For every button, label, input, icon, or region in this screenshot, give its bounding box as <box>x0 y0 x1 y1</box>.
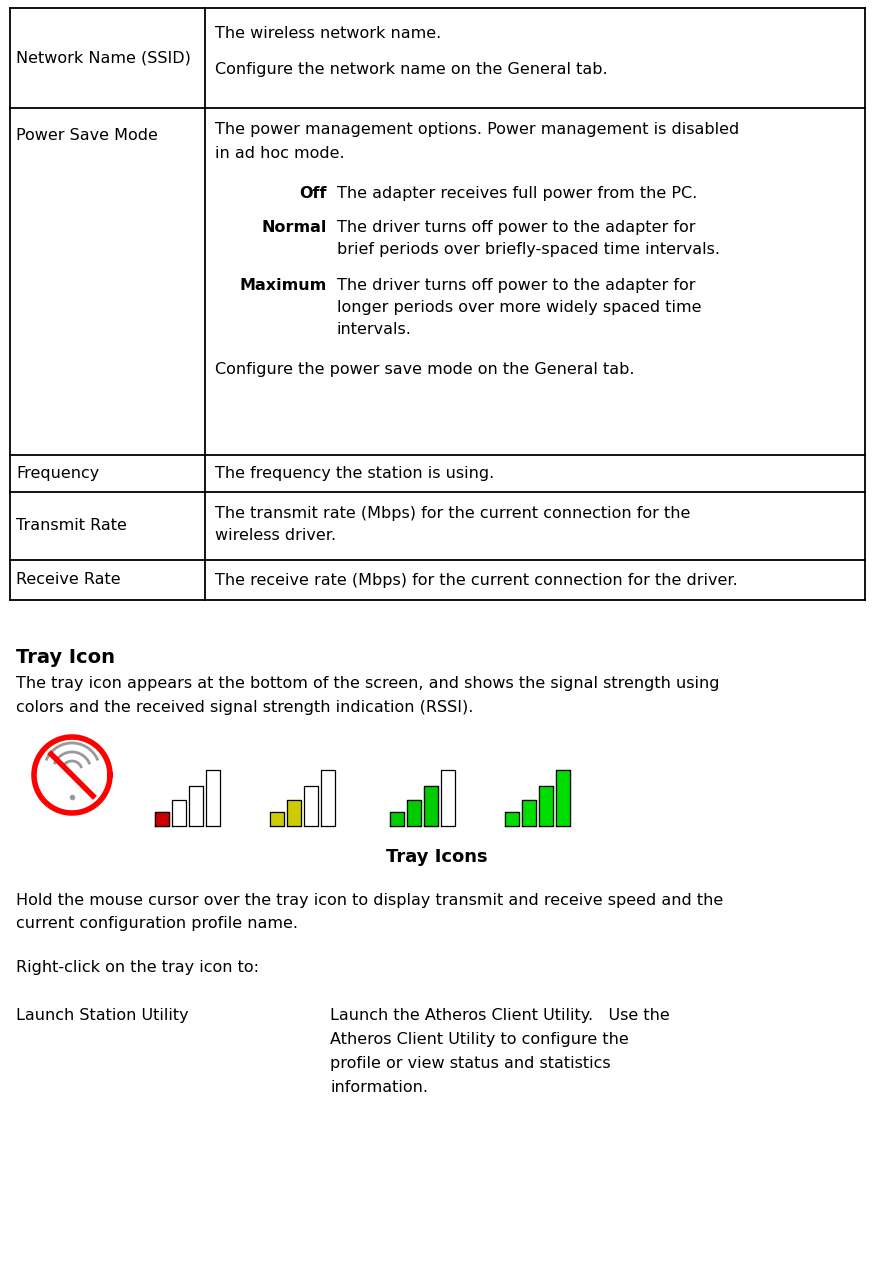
Text: Tray Icon: Tray Icon <box>16 648 115 667</box>
Polygon shape <box>390 811 404 825</box>
Text: The driver turns off power to the adapter for: The driver turns off power to the adapte… <box>337 278 696 293</box>
Text: The frequency the station is using.: The frequency the station is using. <box>215 466 494 482</box>
Text: The wireless network name.: The wireless network name. <box>215 27 441 40</box>
Polygon shape <box>407 800 421 825</box>
Text: Network Name (SSID): Network Name (SSID) <box>16 51 191 66</box>
Polygon shape <box>189 786 203 825</box>
Text: brief periods over briefly-spaced time intervals.: brief periods over briefly-spaced time i… <box>337 241 720 257</box>
Text: Frequency: Frequency <box>16 466 99 482</box>
Polygon shape <box>522 800 536 825</box>
Text: Normal: Normal <box>262 220 327 235</box>
Text: colors and the received signal strength indication (RSSI).: colors and the received signal strength … <box>16 700 473 715</box>
Polygon shape <box>172 800 186 825</box>
Text: The transmit rate (Mbps) for the current connection for the: The transmit rate (Mbps) for the current… <box>215 506 690 521</box>
Polygon shape <box>505 811 519 825</box>
Text: Right-click on the tray icon to:: Right-click on the tray icon to: <box>16 959 259 975</box>
Text: The power management options. Power management is disabled: The power management options. Power mana… <box>215 123 739 137</box>
Polygon shape <box>287 800 301 825</box>
Text: intervals.: intervals. <box>337 322 412 337</box>
Text: Launch the Atheros Client Utility.   Use the: Launch the Atheros Client Utility. Use t… <box>330 1007 669 1023</box>
Text: The receive rate (Mbps) for the current connection for the driver.: The receive rate (Mbps) for the current … <box>215 573 738 588</box>
Text: Hold the mouse cursor over the tray icon to display transmit and receive speed a: Hold the mouse cursor over the tray icon… <box>16 892 724 908</box>
Text: Power Save Mode: Power Save Mode <box>16 128 158 143</box>
Text: current configuration profile name.: current configuration profile name. <box>16 916 298 932</box>
Text: information.: information. <box>330 1079 428 1095</box>
Text: Receive Rate: Receive Rate <box>16 573 121 588</box>
Text: The driver turns off power to the adapter for: The driver turns off power to the adapte… <box>337 220 696 235</box>
Polygon shape <box>270 811 284 825</box>
Polygon shape <box>206 770 220 825</box>
Polygon shape <box>424 786 438 825</box>
Text: Maximum: Maximum <box>240 278 327 293</box>
Text: Launch Station Utility: Launch Station Utility <box>16 1007 189 1023</box>
Text: Atheros Client Utility to configure the: Atheros Client Utility to configure the <box>330 1031 629 1047</box>
Polygon shape <box>556 770 570 825</box>
Text: The adapter receives full power from the PC.: The adapter receives full power from the… <box>337 186 697 201</box>
Text: Tray Icons: Tray Icons <box>386 848 488 866</box>
Polygon shape <box>321 770 335 825</box>
Text: wireless driver.: wireless driver. <box>215 528 336 544</box>
Text: profile or view status and statistics: profile or view status and statistics <box>330 1055 611 1071</box>
Polygon shape <box>539 786 553 825</box>
Text: longer periods over more widely spaced time: longer periods over more widely spaced t… <box>337 300 702 315</box>
Polygon shape <box>304 786 318 825</box>
Text: Configure the network name on the General tab.: Configure the network name on the Genera… <box>215 62 607 77</box>
Text: Off: Off <box>299 186 327 201</box>
Polygon shape <box>441 770 455 825</box>
Text: Transmit Rate: Transmit Rate <box>16 518 127 533</box>
Polygon shape <box>155 811 169 825</box>
Text: The tray icon appears at the bottom of the screen, and shows the signal strength: The tray icon appears at the bottom of t… <box>16 676 719 691</box>
Text: in ad hoc mode.: in ad hoc mode. <box>215 147 345 161</box>
Text: Configure the power save mode on the General tab.: Configure the power save mode on the Gen… <box>215 362 634 377</box>
